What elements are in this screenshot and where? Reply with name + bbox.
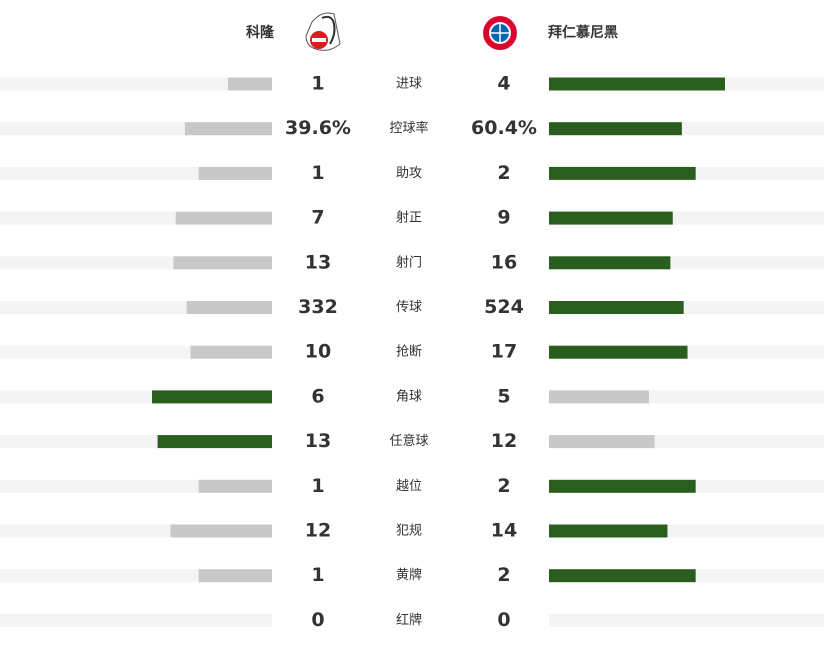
away-value: 4 <box>497 73 510 95</box>
away-value: 17 <box>491 341 517 363</box>
home-bar <box>157 435 272 449</box>
away-bar <box>549 524 668 538</box>
home-value: 1 <box>311 564 324 586</box>
home-value: 12 <box>305 520 331 542</box>
stat-label: 传球 <box>396 300 422 315</box>
away-value: 9 <box>497 207 510 229</box>
away-value: 12 <box>491 430 517 452</box>
away-track <box>549 613 824 627</box>
home-value: 39.6% <box>285 117 351 139</box>
stat-label: 红牌 <box>396 612 422 628</box>
away-bar <box>549 569 696 583</box>
home-track <box>0 77 272 91</box>
away-value: 524 <box>484 296 524 318</box>
away-value: 16 <box>491 251 517 273</box>
home-bar <box>175 211 272 225</box>
home-value: 6 <box>311 385 324 407</box>
away-value: 2 <box>497 162 510 184</box>
home-bar <box>198 479 272 493</box>
stat-label: 进球 <box>396 77 422 92</box>
stat-label: 射门 <box>396 254 422 270</box>
home-value: 332 <box>298 296 338 318</box>
stat-label: 助攻 <box>396 166 422 181</box>
home-value: 13 <box>305 430 331 452</box>
away-bar <box>549 435 655 449</box>
home-bar <box>198 569 272 583</box>
stat-label: 控球率 <box>389 120 428 136</box>
home-bar <box>186 301 272 314</box>
away-bar <box>549 390 649 404</box>
away-value: 0 <box>497 609 510 631</box>
away-value: 2 <box>497 564 510 586</box>
home-team: 科隆 <box>246 24 275 41</box>
home-bar <box>170 524 272 538</box>
stat-label: 抢断 <box>396 344 422 360</box>
away-value: 2 <box>497 475 510 497</box>
away-value: 60.4% <box>471 117 537 139</box>
stat-label: 射正 <box>396 210 422 226</box>
home-bar <box>152 390 272 404</box>
stat-label: 黄牌 <box>396 567 422 583</box>
home-value: 7 <box>311 207 324 229</box>
home-bar <box>190 345 272 359</box>
home-logo <box>305 12 341 51</box>
stat-label: 角球 <box>396 389 422 404</box>
away-bar <box>549 166 696 180</box>
home-bar <box>173 256 272 270</box>
home-bar <box>184 122 272 136</box>
home-value: 13 <box>305 251 331 273</box>
home-value: 0 <box>311 609 324 631</box>
away-bar <box>549 256 671 270</box>
home-track <box>0 613 272 627</box>
away-value: 14 <box>491 520 517 542</box>
away-bar <box>549 479 696 493</box>
stat-label: 任意球 <box>389 433 428 449</box>
home-value: 1 <box>311 475 324 497</box>
stat-label: 越位 <box>396 479 422 494</box>
home-value: 10 <box>305 341 331 363</box>
home-value: 1 <box>311 73 324 95</box>
stat-label: 犯规 <box>396 524 422 539</box>
away-value: 5 <box>497 385 510 407</box>
away-logo <box>483 16 517 50</box>
away-bar <box>549 122 682 136</box>
home-bar <box>228 77 272 91</box>
away-bar <box>549 211 673 225</box>
home-bar <box>198 166 272 180</box>
away-bar <box>549 77 725 91</box>
away-bar <box>549 345 688 359</box>
home-value: 1 <box>311 162 324 184</box>
away-bar <box>549 301 684 314</box>
away-team: 拜仁慕尼黑 <box>548 24 618 41</box>
